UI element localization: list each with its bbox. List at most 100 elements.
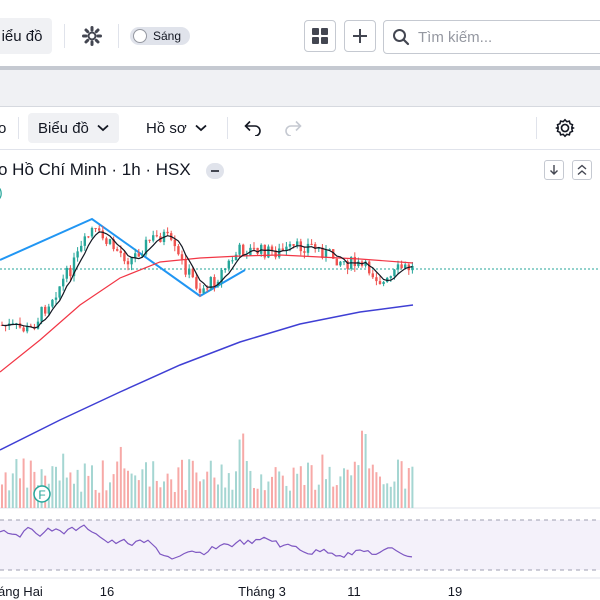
candle-body [36, 321, 40, 329]
volume-bar [65, 477, 68, 508]
volume-bar [163, 481, 165, 508]
volume-bar [15, 459, 18, 508]
top-bar: iểu đồ Sáng Tìm kiế [0, 0, 600, 70]
chart-settings-button[interactable] [554, 113, 576, 143]
chart-tab-button[interactable]: iểu đồ [0, 18, 52, 54]
profile-menu-label: Hồ sơ [146, 119, 187, 137]
profile-menu-button[interactable]: Hồ sơ [146, 113, 207, 143]
scroll-down-button[interactable] [544, 160, 564, 180]
minus-icon [211, 170, 219, 172]
candle-body [209, 277, 212, 289]
add-button[interactable] [344, 20, 376, 52]
volume-bar [202, 479, 205, 508]
candle-body [224, 268, 227, 271]
theme-toggle[interactable]: Sáng [130, 27, 190, 45]
candle-body [188, 268, 191, 275]
price-chart[interactable]: F áng Hai 16 Tháng 3 11 19 [0, 150, 600, 600]
candle-body [134, 253, 137, 258]
volume-bar [105, 490, 108, 508]
volume-bar [62, 453, 65, 508]
candle-body [191, 268, 194, 278]
legend-collapse-button[interactable] [206, 163, 224, 179]
candle-body [51, 299, 54, 307]
candle-body [155, 235, 158, 237]
collapse-pane-button[interactable] [572, 160, 592, 180]
search-box[interactable]: Tìm kiếm... [383, 20, 600, 54]
volume-bar [213, 477, 216, 508]
candle-body [22, 327, 25, 332]
search-input[interactable]: Tìm kiếm... [418, 28, 493, 46]
undo-icon [244, 120, 261, 136]
candle-body [324, 249, 328, 258]
chart-menu-button[interactable]: Biểu đồ [28, 113, 119, 143]
volume-bar [289, 490, 291, 508]
volume-bar [227, 473, 230, 508]
volume-bar [260, 474, 263, 508]
chart-menu-label: Biểu đồ [38, 119, 89, 137]
candle-body [105, 238, 108, 244]
volume-bar [199, 481, 201, 508]
search-icon [393, 29, 410, 46]
volume-bar [224, 487, 227, 508]
volume-bar [307, 462, 309, 508]
partial-left-item[interactable]: o [0, 113, 6, 143]
volume-bar [397, 459, 399, 508]
volume-bar [8, 490, 11, 508]
zigzag-line [0, 217, 246, 298]
volume-bar [357, 465, 360, 508]
grid-layout-icon [312, 28, 328, 44]
volume-bar [267, 481, 270, 508]
volume-bar [317, 484, 320, 508]
volume-bar [170, 479, 173, 508]
event-marker[interactable]: F [33, 485, 51, 503]
volume-bars [1, 430, 414, 508]
candle-body [184, 259, 187, 275]
chart-tab-label: iểu đồ [1, 27, 43, 45]
volume-bar [109, 482, 111, 508]
theme-toggle-label: Sáng [153, 29, 182, 43]
volume-bar [148, 486, 151, 508]
volume-bar [407, 468, 410, 508]
divider [18, 117, 19, 139]
volume-bar [173, 491, 176, 508]
volume-bar [137, 480, 140, 508]
candle-body [206, 288, 209, 290]
volume-bar [19, 478, 21, 508]
candle-body [267, 246, 270, 258]
candle-body [130, 257, 133, 265]
layout-button[interactable] [304, 20, 336, 52]
divider [118, 24, 119, 48]
volume-bar [364, 433, 367, 508]
chevron-down-icon [97, 124, 109, 132]
volume-bar [361, 430, 363, 508]
volume-bar [353, 461, 356, 508]
volume-bar [206, 471, 209, 508]
volume-bar [303, 484, 306, 508]
volume-bar [130, 473, 133, 508]
volume-bar [155, 480, 158, 508]
chart-toolbar: o Biểu đồ Hồ sơ [0, 107, 600, 150]
volume-bar [26, 487, 29, 508]
candle-body [18, 323, 22, 328]
x-axis-label: 11 [347, 584, 361, 599]
volume-bar [281, 475, 284, 508]
plus-icon [353, 29, 367, 43]
volume-bar [325, 479, 327, 508]
candle-body [65, 267, 68, 279]
undo-button[interactable] [242, 113, 262, 143]
settings-button[interactable] [76, 18, 108, 54]
candle-body [76, 251, 79, 258]
volume-bar [350, 475, 353, 508]
candle-body [177, 246, 180, 255]
candle-body [69, 267, 72, 277]
volume-bar [73, 483, 75, 508]
volume-bar [339, 476, 342, 508]
volume-bar [386, 483, 389, 508]
volume-bar [51, 466, 54, 508]
candle-body [62, 278, 65, 287]
candle-body [40, 306, 43, 322]
candle-body [314, 244, 317, 249]
gear-icon [82, 26, 102, 46]
candle-body [335, 258, 338, 266]
redo-button[interactable] [284, 113, 304, 143]
